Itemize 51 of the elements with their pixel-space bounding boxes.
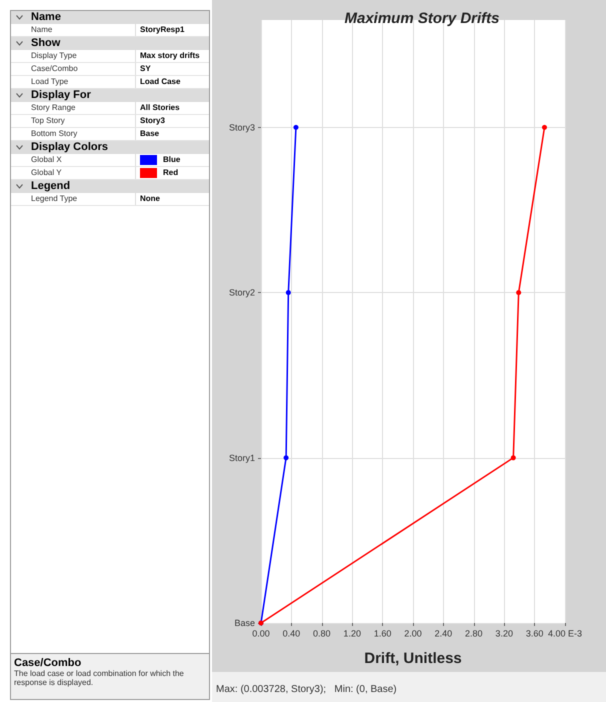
point (510, 455, 516, 460)
x-tick-label: 0.80 (313, 628, 331, 638)
point (293, 124, 298, 130)
text: Max: (0.003728, Story3); Min: (0, Base) (212, 672, 606, 702)
x-axis-title: Drift, Unitless (364, 650, 462, 667)
category-label: Case/Combo (11, 63, 136, 75)
x-tick-label: 2.40 (434, 628, 452, 638)
text: Case/Combo (14, 657, 82, 669)
x-tick-label: 2.80 (465, 628, 483, 638)
text: StoryResp1 (140, 25, 184, 34)
category-label: Display For (31, 89, 91, 101)
text: Blue (163, 155, 180, 164)
y-tick-label: Story3 (228, 122, 255, 132)
text: Load Case (140, 77, 180, 86)
category-label: Name (31, 11, 61, 23)
category-label: Display Colors (31, 141, 108, 153)
x-tick-label: 3.60 (526, 628, 544, 638)
text: Base (140, 129, 160, 138)
x-tick-label: 4.00 E-3 (548, 628, 582, 638)
x-tick-label: 1.60 (374, 628, 392, 638)
point (284, 455, 289, 460)
point (542, 124, 547, 130)
category-label: Top Story (11, 115, 136, 127)
category-label: Bottom Story (11, 128, 136, 140)
category-label: Load Type (11, 76, 136, 88)
category-label: Display Type (11, 50, 136, 62)
y-tick-label: Story2 (228, 288, 255, 298)
point (286, 290, 291, 296)
text: Story3 (140, 116, 165, 125)
y-tick-label: Story1 (228, 452, 255, 463)
chart-title: Maximum Story Drifts (344, 10, 500, 27)
text: Max story drifts (140, 51, 200, 60)
text: All Stories (140, 103, 180, 112)
point (516, 290, 522, 296)
x-tick-label: 1.20 (343, 628, 361, 638)
category-label: Legend (31, 180, 70, 192)
x-tick-label: 3.20 (495, 628, 513, 638)
category-label: Show (31, 37, 60, 49)
text: The load case or load combination for which the response is displayed. (14, 669, 185, 687)
text: None (140, 194, 160, 203)
x-tick-label: 0.40 (282, 628, 300, 638)
category-label: Global Y (11, 167, 136, 179)
x-tick-label: 2.00 (404, 628, 422, 638)
text: Red (163, 168, 178, 177)
category-label: Global X (11, 154, 136, 166)
category-label: Legend Type (11, 193, 136, 205)
text: SY (140, 64, 151, 73)
y-tick-label: Base (234, 618, 255, 628)
x-tick-label: 0.00 (252, 628, 270, 638)
category-label: Name (11, 24, 136, 36)
category-label: Story Range (11, 102, 136, 114)
